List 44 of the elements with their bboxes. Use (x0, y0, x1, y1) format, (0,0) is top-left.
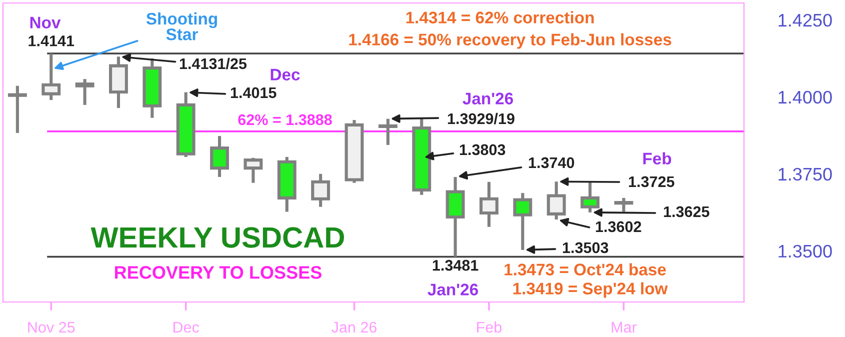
annotation: Feb (643, 152, 672, 164)
annotation: Shooting Star (146, 12, 217, 40)
annotation: 1.4131/25 (180, 58, 247, 70)
annotation: Dec (270, 68, 300, 80)
x-tick-label: Feb (477, 321, 502, 333)
y-tick-label: 1.4250 (778, 14, 832, 27)
candlestick (378, 118, 398, 145)
candlestick (311, 174, 330, 207)
text: RECOVERY TO LOSSES (115, 266, 322, 279)
annotation: 1.3473 = Oct'24 base (504, 263, 666, 276)
ref-line-label: 62% = 1.3888 (238, 114, 332, 126)
annotation: 1.4015 (230, 87, 276, 98)
candlestick (580, 182, 600, 212)
y-tick-label: 1.4000 (778, 90, 832, 104)
annotation: 1.3803 (460, 144, 506, 156)
candlestick (480, 182, 498, 227)
annotation: 1.4314 = 62% correction (406, 11, 594, 24)
annotation: 1.3503 (562, 242, 608, 254)
x-tick-label: Jan 26 (332, 322, 377, 333)
x-tick-label: Mar (612, 322, 637, 333)
annotation: Jan'26 (462, 92, 514, 104)
annotation: 1.3481 (432, 260, 478, 271)
annotation: 1.3929/19 (448, 112, 514, 124)
annotation: 1.4166 = 50% recovery to Feb-Jun losses (349, 33, 672, 49)
x-tick-label: Nov 25 (28, 322, 75, 333)
x-tick-label: Dec (174, 322, 200, 333)
annotation: 1.3740 (528, 157, 574, 168)
candlestick (8, 86, 27, 133)
candlestick (244, 158, 263, 183)
annotation: 1.3602 (596, 221, 642, 232)
y-tick-label: 1.3500 (778, 244, 832, 258)
candlestick (546, 182, 566, 220)
text: WEEKLY USDCAD (90, 227, 344, 248)
annotation: Jan'26 (428, 284, 478, 296)
annotation: 1.4141 (28, 36, 74, 46)
annotation: 1.3419 = Sep'24 low (513, 282, 668, 298)
candlestick (513, 192, 532, 250)
annotation: 1.3625 (664, 206, 710, 218)
candlestick (75, 79, 94, 105)
annotation: Nov (30, 16, 61, 28)
candlestick (210, 136, 229, 177)
candlestick (614, 198, 634, 212)
annotation: 1.3725 (628, 176, 674, 188)
y-tick-label: 1.3750 (778, 168, 832, 181)
